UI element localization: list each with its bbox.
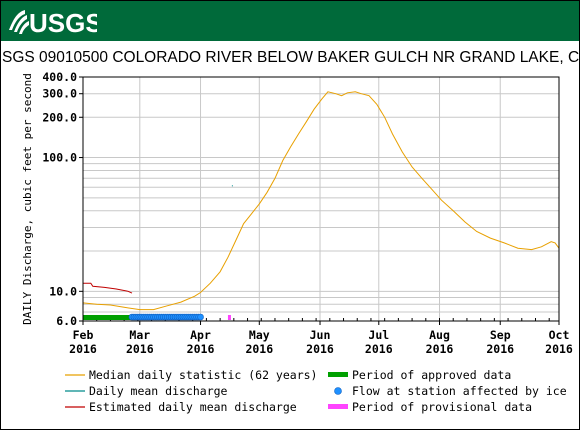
x-tick-year: 2016	[426, 342, 454, 356]
x-tick-year: 2016	[545, 342, 573, 356]
series-line-estimated-daily-mean-discharge	[83, 282, 133, 294]
legend-item-flow-at-station-affected-by-ice-label: Flow at station affected by ice	[352, 384, 567, 398]
x-tick-month: May	[249, 328, 270, 342]
ice-flag-dot	[197, 313, 204, 321]
x-tick-month: Aug	[429, 328, 450, 342]
x-tick-year: 2016	[187, 342, 215, 356]
y-tick-label: 400.0	[42, 70, 77, 84]
usgs-logo-text: USGS	[29, 8, 97, 38]
chart-title: USGS 09010500 COLORADO RIVER BELOW BAKER…	[1, 49, 579, 66]
y-tick-label: 300.0	[42, 87, 77, 101]
x-tick-year: 2016	[365, 342, 393, 356]
x-tick-year: 2016	[69, 342, 97, 356]
x-tick-year: 2016	[245, 342, 273, 356]
legend-item-estimated-daily-mean-discharge-label: Estimated daily mean discharge	[89, 400, 297, 414]
x-tick-month: Mar	[129, 328, 150, 342]
legend-item-period-of-approved-data-swatch	[328, 372, 348, 377]
y-tick-label: 200.0	[42, 110, 77, 124]
legend-item-daily-mean-discharge-label: Daily mean discharge	[89, 384, 228, 398]
plot-border	[82, 76, 560, 322]
x-tick-month: Sep	[490, 328, 511, 342]
usgs-banner: USGS	[1, 1, 579, 41]
x-tick-month: Jul	[368, 328, 389, 342]
usgs-logo[interactable]: USGS	[7, 4, 97, 38]
x-tick-month: Oct	[549, 328, 570, 342]
x-tick-month: Apr	[190, 328, 211, 342]
y-tick-label: 6.0	[56, 314, 77, 328]
series-line-median-daily-statistic-62-years-	[82, 91, 560, 311]
legend-item-period-of-approved-data-label: Period of approved data	[352, 368, 511, 382]
x-tick-month: Jun	[310, 328, 331, 342]
period-bar-period-of-provisional-data	[227, 315, 231, 320]
data-speck	[231, 185, 233, 187]
legend-item-period-of-provisional-data-label: Period of provisional data	[352, 400, 532, 414]
y-tick-label: 100.0	[42, 151, 77, 165]
x-tick-year: 2016	[126, 342, 154, 356]
y-tick-label: 10.0	[49, 284, 77, 298]
legend-item-flow-at-station-affected-by-ice-swatch	[334, 387, 342, 395]
plot-area	[83, 77, 559, 321]
usgs-wave-icon	[9, 10, 29, 34]
legend-item-median-daily-statistic-62-years--label: Median daily statistic (62 years)	[89, 368, 317, 382]
x-tick-month: Feb	[73, 328, 94, 342]
x-tick-year: 2016	[306, 342, 334, 356]
legend-item-period-of-provisional-data-swatch	[328, 404, 348, 409]
y-axis-label: DAILY Discharge, cubic feet per second	[21, 73, 34, 325]
x-tick-year: 2016	[486, 342, 514, 356]
